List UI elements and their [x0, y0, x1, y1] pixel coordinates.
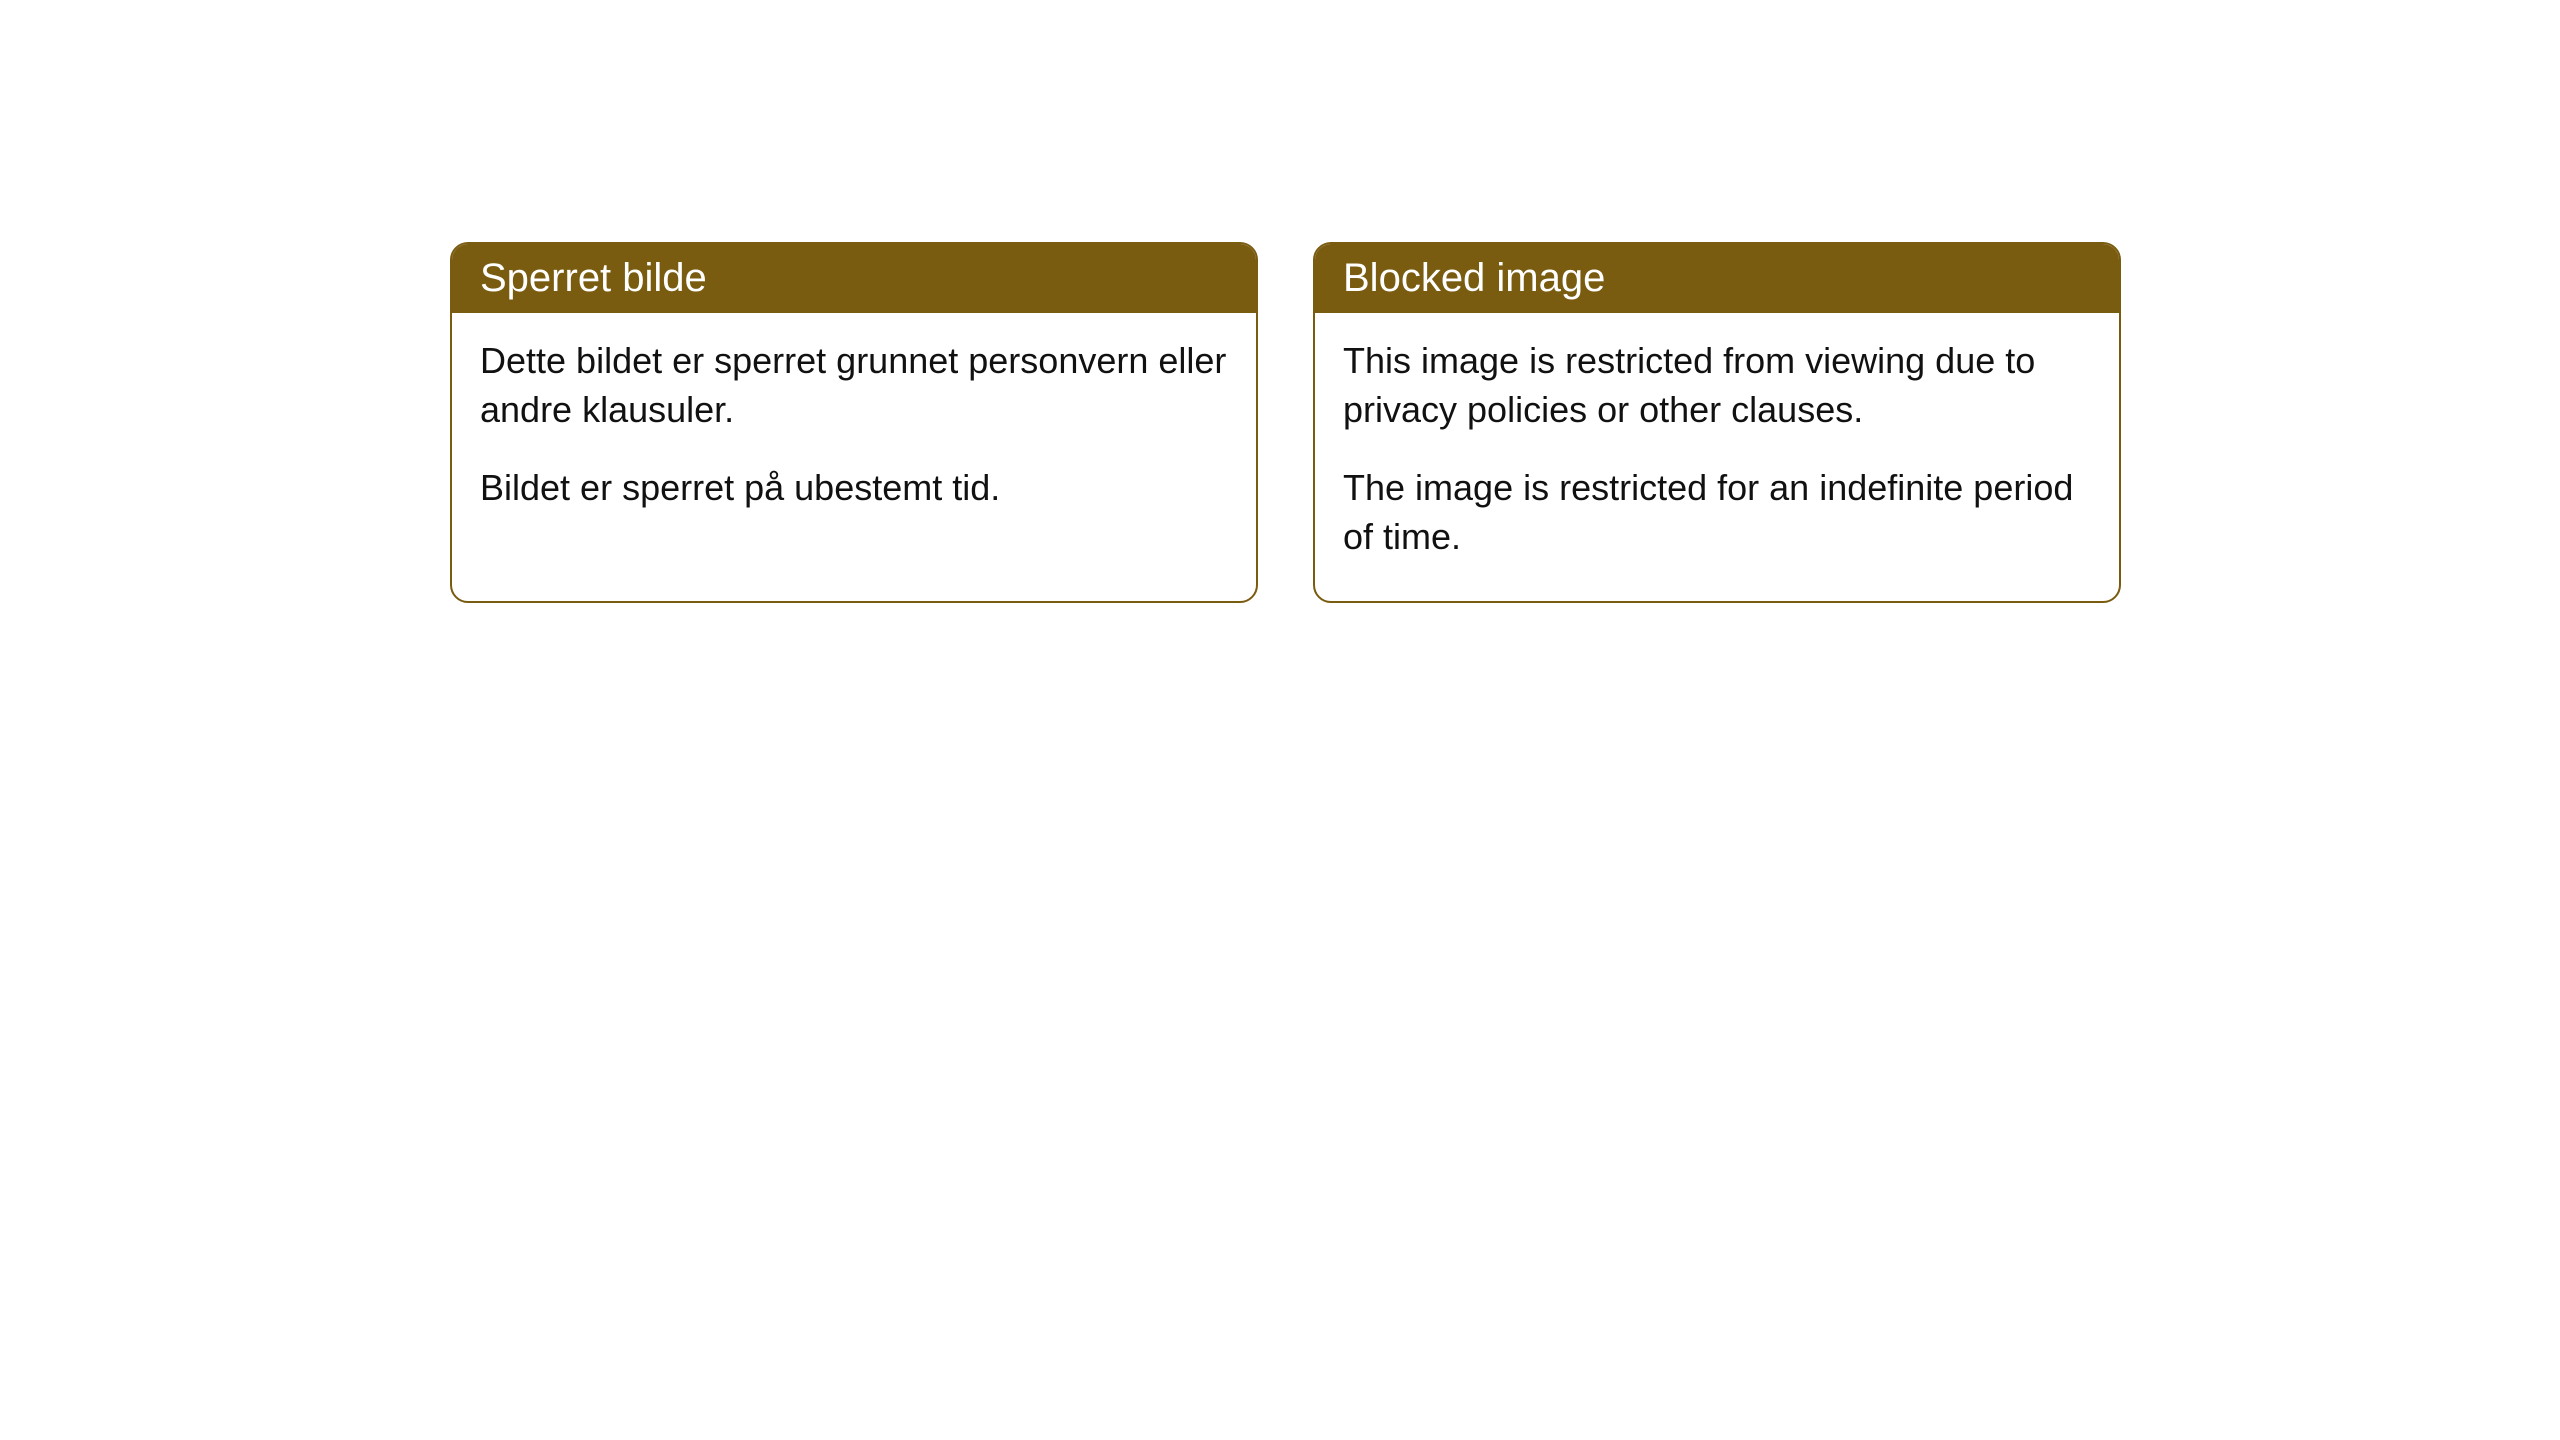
card-body: This image is restricted from viewing du…	[1315, 313, 2119, 601]
notice-card-norwegian: Sperret bilde Dette bildet er sperret gr…	[450, 242, 1258, 603]
card-title: Blocked image	[1343, 256, 1605, 300]
notice-card-english: Blocked image This image is restricted f…	[1313, 242, 2121, 603]
card-paragraph: Dette bildet er sperret grunnet personve…	[480, 337, 1228, 434]
card-title: Sperret bilde	[480, 256, 707, 300]
card-body: Dette bildet er sperret grunnet personve…	[452, 313, 1256, 553]
card-paragraph: This image is restricted from viewing du…	[1343, 337, 2091, 434]
notice-container: Sperret bilde Dette bildet er sperret gr…	[450, 242, 2121, 603]
card-header: Blocked image	[1315, 244, 2119, 313]
card-paragraph: The image is restricted for an indefinit…	[1343, 464, 2091, 561]
card-paragraph: Bildet er sperret på ubestemt tid.	[480, 464, 1228, 513]
card-header: Sperret bilde	[452, 244, 1256, 313]
